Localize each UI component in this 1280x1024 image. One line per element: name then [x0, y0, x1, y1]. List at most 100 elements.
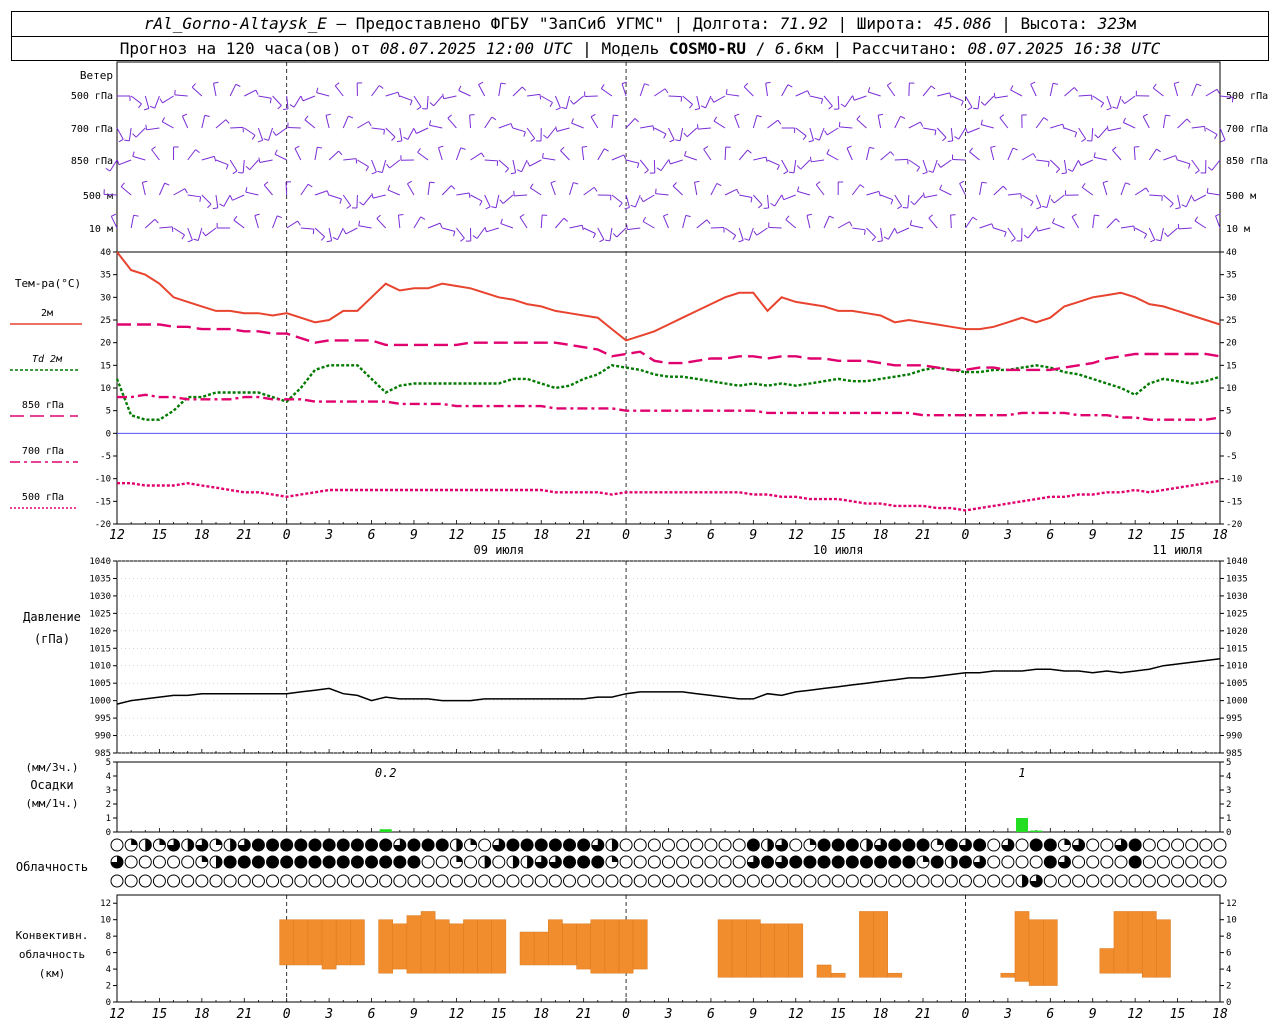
wind-barb-flag — [257, 139, 263, 143]
wind-barb — [130, 215, 135, 229]
wind-barb — [512, 159, 517, 173]
wind-barb-flag — [334, 82, 340, 87]
wind-barb-flag — [1215, 213, 1221, 217]
wind-barb-flag — [922, 192, 925, 198]
cloud-fill — [888, 839, 901, 851]
wind-barb-flag — [824, 130, 828, 136]
wind-barb — [469, 114, 472, 129]
cloud-fill — [407, 839, 420, 851]
wind-barb — [371, 85, 380, 97]
pressure-ytick-label: 1000 — [89, 697, 111, 707]
cloud-symbol — [1043, 874, 1057, 888]
wind-barb — [703, 148, 712, 161]
wind-barb-flag — [593, 187, 598, 192]
wind-barb-flag — [1191, 196, 1195, 202]
wind-barb — [285, 181, 288, 196]
wind-barb-flag — [365, 166, 369, 172]
wind-barb — [442, 227, 455, 232]
wind-barb-flag — [972, 107, 979, 110]
wind-barb — [554, 217, 565, 229]
wind-barb — [826, 153, 839, 161]
wind-barb-flag — [1216, 89, 1221, 94]
temp-ytick-label: 10 — [100, 384, 111, 394]
wind-barb — [1037, 227, 1051, 232]
x-tick-label: 6 — [707, 1007, 715, 1022]
wind-barb — [913, 194, 924, 205]
precip-bar — [1016, 818, 1029, 832]
wind-barb-flag — [530, 138, 536, 142]
wind-barb-flag — [1169, 203, 1174, 208]
precip-plot: 0 0 1 1 2 2 3 3 4 4 5 5 — [106, 758, 1232, 838]
wind-barb — [316, 92, 330, 97]
cloud-fill — [252, 856, 265, 868]
wind-level-500hpa: 500 гПа — [71, 91, 113, 102]
conv-bar — [335, 919, 351, 966]
wind-barb — [1205, 88, 1218, 97]
conv-bar — [1099, 948, 1115, 974]
conv-ytick-label-right: 6 — [1226, 949, 1231, 959]
wind-barb — [230, 126, 244, 129]
wind-barb — [597, 148, 605, 161]
pressure-line — [116, 657, 1221, 705]
wind-barb — [705, 95, 712, 109]
wind-barb-flag — [655, 188, 657, 194]
wind-barb — [1173, 83, 1179, 97]
conv-bar — [1014, 911, 1030, 982]
wind-barb — [328, 227, 333, 241]
model-name: COSMO-RU — [668, 39, 746, 58]
cloud-symbol — [1114, 855, 1128, 869]
wind-barb-flag — [1055, 168, 1061, 173]
x-tick-label: 18 — [873, 1007, 889, 1022]
wind-barb — [583, 227, 596, 234]
wind-barb — [959, 183, 966, 196]
wind-barb-flag — [145, 124, 148, 130]
wind-barb — [894, 116, 901, 129]
wind-barb-flag — [1035, 226, 1039, 232]
wind-barb-flag — [1047, 161, 1050, 167]
temperature-title: Тем-ра(°C) — [15, 277, 81, 290]
wind-barb-flag — [582, 145, 588, 148]
cloud-symbol — [1142, 838, 1156, 852]
wind-barb-flag — [604, 239, 610, 242]
pressure-ytick-label-right: 1030 — [1226, 592, 1248, 602]
wind-barb — [823, 215, 830, 229]
wind-barb — [328, 194, 342, 200]
cloud-fill — [860, 856, 873, 868]
wind-barb — [416, 127, 429, 134]
wind-barb-flag — [1122, 117, 1126, 123]
conv-ytick-label-right: 8 — [1226, 932, 1231, 942]
cloud-symbol — [789, 874, 803, 888]
wind-barb — [1185, 194, 1193, 207]
pressure-ytick-label-right: 1010 — [1226, 662, 1248, 672]
wind-barb — [381, 159, 387, 173]
conv-bar — [1141, 911, 1157, 978]
wind-barb — [371, 159, 377, 173]
temp-series-line — [116, 251, 1221, 342]
conv-bar — [1028, 919, 1044, 986]
wind-barb — [1027, 227, 1037, 239]
x-tick-label: 3 — [1003, 528, 1012, 543]
temp-ytick-label-right: 15 — [1226, 361, 1237, 371]
wind-barb — [979, 182, 983, 196]
wind-barb — [135, 127, 146, 138]
cloud-fill — [549, 839, 562, 851]
wind-barb — [726, 93, 740, 97]
wind-barb — [263, 184, 273, 196]
wind-barb-flag — [814, 137, 820, 141]
wind-barb-flag — [887, 82, 892, 86]
wind-barb — [1178, 227, 1192, 230]
wind-barb — [713, 120, 726, 129]
pressure-ytick-label-right: 1015 — [1226, 644, 1248, 654]
cloud-fill — [959, 839, 972, 852]
wind-barb — [387, 189, 401, 196]
wind-barb — [302, 95, 316, 102]
temp-ytick-label: 30 — [100, 293, 111, 303]
wind-barb — [249, 159, 259, 170]
cloud-fill — [775, 839, 788, 852]
wind-barb-flag — [1012, 147, 1018, 151]
wind-barb-flag — [1112, 106, 1118, 109]
wind-barb-flag — [159, 98, 163, 104]
conv-title-1: Конвективн. — [16, 929, 89, 942]
wind-barb — [272, 215, 278, 229]
wind-barb-flag — [770, 202, 776, 207]
